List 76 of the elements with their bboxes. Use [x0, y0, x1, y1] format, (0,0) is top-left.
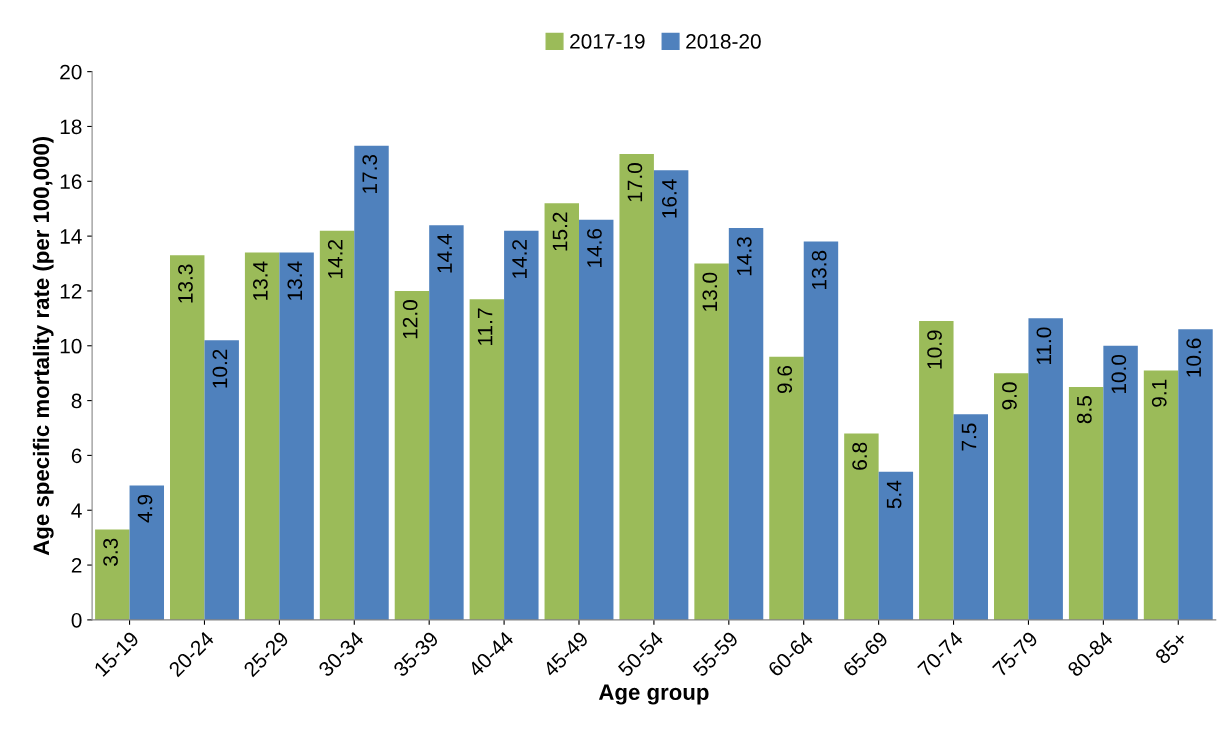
bar — [1028, 318, 1063, 620]
data-label: 7.5 — [961, 423, 977, 451]
data-label: 3.3 — [103, 538, 118, 566]
data-label: 14.4 — [437, 234, 452, 273]
y-tick-label: 6 — [71, 448, 82, 464]
bar — [953, 414, 988, 620]
legend-label: 2017-19 — [570, 34, 645, 49]
bar — [579, 219, 614, 620]
data-label: 13.0 — [702, 272, 718, 311]
bar — [694, 263, 729, 620]
data-label: 12.0 — [402, 300, 418, 339]
data-label: 9.1 — [1151, 379, 1167, 407]
y-tick-label: 2 — [71, 558, 82, 573]
bar — [993, 373, 1029, 620]
data-label: 6.8 — [852, 442, 867, 470]
data-label: 10.6 — [1186, 338, 1202, 377]
bar — [170, 255, 205, 620]
y-tick-label: 10 — [60, 338, 82, 354]
data-label: 17.0 — [627, 163, 643, 202]
bar — [469, 299, 505, 620]
data-label: 9.6 — [777, 365, 793, 394]
data-label: 10.9 — [927, 330, 942, 369]
bar — [129, 485, 165, 620]
data-label: 14.2 — [327, 240, 343, 278]
data-label: 14.6 — [587, 228, 602, 267]
bar — [1103, 345, 1138, 620]
data-label: 5.4 — [886, 480, 902, 509]
data-label: 16.4 — [661, 179, 677, 218]
data-label: 15.2 — [552, 212, 568, 251]
bar — [204, 340, 239, 620]
y-tick-label: 12 — [60, 283, 82, 299]
bar — [429, 225, 464, 620]
data-label: 8.5 — [1076, 396, 1092, 424]
bar — [279, 252, 314, 620]
y-tick-label: 0 — [71, 612, 82, 628]
data-label: 4.9 — [137, 494, 153, 523]
bar — [244, 252, 280, 620]
data-label: 13.3 — [178, 264, 193, 303]
bar — [919, 321, 954, 620]
bar — [504, 230, 539, 620]
y-axis-title: Age specific mortality rate (per 100,000) — [32, 136, 54, 556]
data-label: 13.4 — [252, 261, 268, 300]
data-label: 11.7 — [477, 308, 493, 345]
bar — [728, 227, 764, 620]
y-tick-label: 18 — [60, 119, 82, 135]
bar — [844, 433, 879, 620]
data-label: 11.0 — [1036, 327, 1052, 365]
y-tick-label: 16 — [60, 174, 82, 190]
data-label: 10.0 — [1111, 354, 1127, 394]
bar — [878, 471, 914, 620]
bar — [619, 153, 654, 620]
bar — [653, 170, 689, 620]
bar — [1143, 370, 1179, 620]
bar — [1178, 329, 1213, 620]
bar — [394, 290, 430, 620]
y-tick-label: 20 — [60, 64, 82, 80]
y-tick-label: 4 — [71, 503, 82, 518]
data-label: 13.4 — [287, 261, 303, 300]
y-tick-label: 14 — [60, 229, 82, 244]
data-label: 14.2 — [512, 240, 527, 278]
bar — [544, 203, 579, 620]
bar — [769, 356, 804, 620]
y-tick-label: 8 — [71, 393, 82, 409]
data-label: 9.0 — [1002, 382, 1017, 410]
data-label: 10.2 — [212, 349, 228, 388]
bar — [354, 145, 389, 620]
data-label: 13.8 — [811, 250, 827, 289]
bar — [95, 529, 130, 620]
data-label: 14.3 — [736, 237, 752, 276]
bar — [1068, 386, 1104, 620]
x-tick-label: 85+ — [1154, 630, 1189, 665]
bar — [319, 230, 355, 620]
x-axis-title: Age group — [598, 684, 709, 705]
legend-label: 2018-20 — [686, 34, 761, 49]
data-label: 17.3 — [362, 154, 378, 193]
bar — [803, 241, 839, 620]
